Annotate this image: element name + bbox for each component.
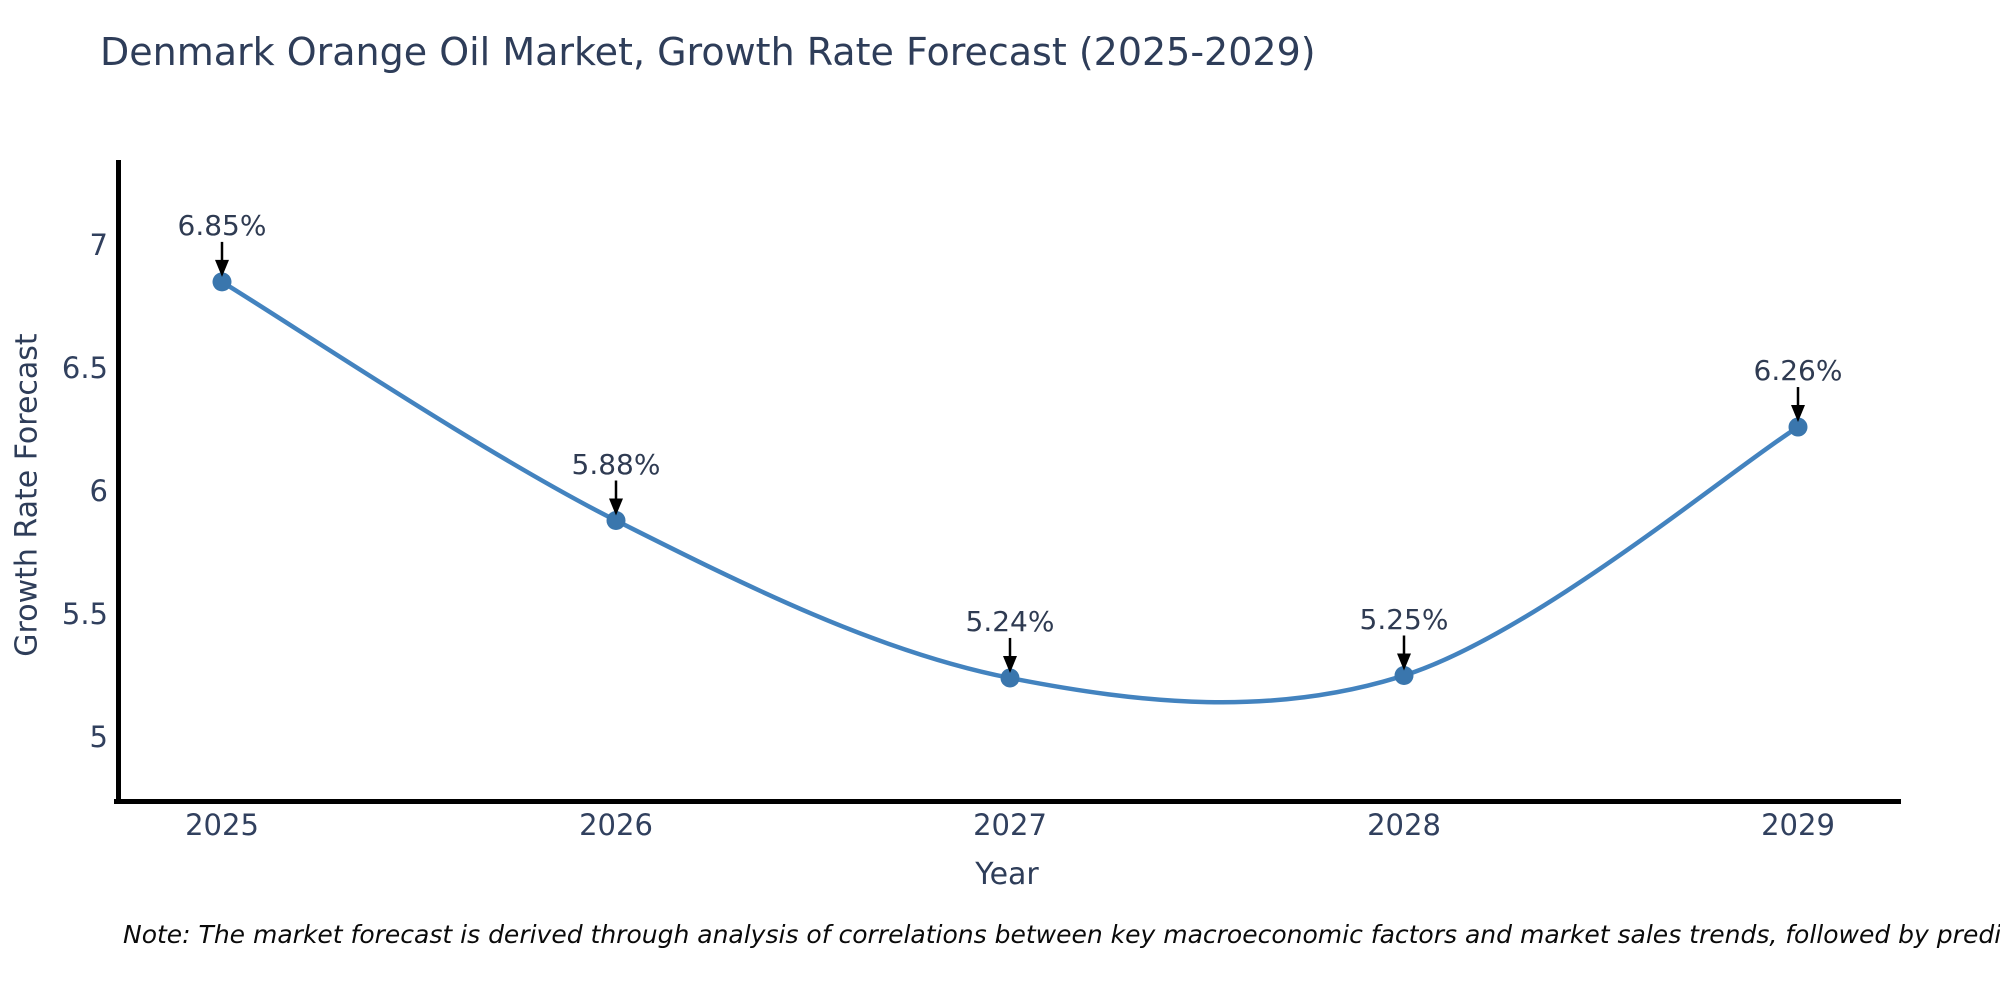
x-tick-label: 2025 [185, 808, 259, 842]
x-axis-title: Year [975, 857, 1039, 892]
y-tick-label: 5 [89, 720, 108, 754]
annotation-arrowhead-icon [1791, 405, 1805, 423]
data-point-marker [1788, 417, 1808, 437]
point-value-label: 5.88% [571, 447, 661, 481]
y-tick-label: 7 [89, 228, 108, 262]
y-axis-spine [116, 160, 121, 804]
y-tick-label: 6.5 [61, 351, 108, 385]
x-tick-label: 2026 [579, 808, 653, 842]
point-value-label: 6.26% [1753, 354, 1843, 388]
y-tick-label: 5.5 [61, 597, 108, 631]
footnote: Note: The market forecast is derived thr… [123, 920, 2000, 949]
data-point-marker [606, 511, 626, 531]
point-value-label: 6.85% [177, 208, 267, 242]
x-tick-label: 2027 [973, 808, 1047, 842]
annotation-arrowhead-icon [215, 259, 229, 277]
annotation-arrowhead-icon [1397, 653, 1411, 671]
x-axis-spine [114, 799, 1901, 804]
annotation-arrowhead-icon [1003, 655, 1017, 673]
data-point-marker [212, 272, 232, 292]
y-tick-label: 6 [89, 474, 108, 508]
data-point-marker [1000, 668, 1020, 688]
x-tick-label: 2029 [1761, 808, 1835, 842]
annotation-arrowhead-icon [609, 498, 623, 516]
point-value-label: 5.25% [1359, 602, 1449, 636]
x-tick-label: 2028 [1367, 808, 1441, 842]
chart-title: Denmark Orange Oil Market, Growth Rate F… [100, 30, 1316, 74]
point-value-label: 5.24% [965, 604, 1055, 638]
data-point-marker [1394, 666, 1414, 685]
